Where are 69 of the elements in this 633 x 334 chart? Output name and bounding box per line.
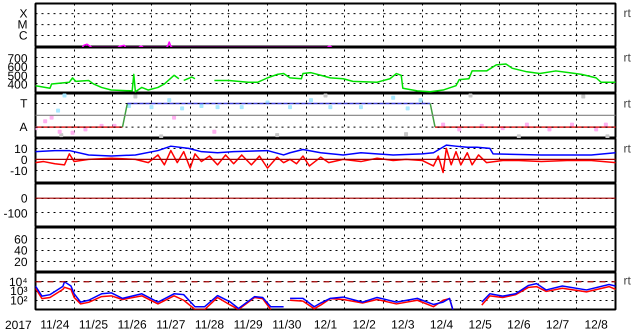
point [328, 105, 332, 110]
point [570, 122, 574, 127]
point [391, 96, 396, 100]
x-tick-label: 11/25 [78, 318, 108, 332]
point [70, 130, 75, 135]
point [324, 94, 328, 98]
text: rt [624, 274, 632, 288]
point [581, 94, 586, 99]
y-tick-label: 60 [14, 232, 28, 246]
x-tick-label: 12/8 [584, 318, 608, 332]
x-tick-label: 11/27 [156, 318, 186, 332]
point [404, 132, 408, 136]
point [43, 119, 48, 124]
y-tick-label: 40 [14, 244, 28, 258]
point [309, 98, 313, 102]
point [212, 130, 216, 134]
point [133, 94, 138, 99]
point [406, 106, 410, 110]
ref-line-label: A [19, 120, 28, 134]
point [58, 130, 62, 134]
x-tick-label: 11/30 [272, 318, 302, 332]
point [524, 122, 529, 127]
point [516, 134, 521, 138]
point [83, 127, 88, 132]
x-tick-label: 11/24 [40, 318, 70, 332]
x-tick-label: 11/26 [118, 318, 148, 332]
point [547, 127, 552, 132]
x-tick-label: 12/6 [507, 318, 531, 332]
text: rt [624, 6, 632, 20]
text: rt [624, 50, 632, 65]
x-tick-label: 12/4 [430, 318, 454, 332]
point [199, 104, 204, 108]
point [468, 94, 472, 98]
ref-line-label: T [20, 96, 28, 110]
point [605, 134, 610, 138]
x-tick-label: 12/7 [546, 318, 570, 332]
text: 2017 [5, 317, 32, 334]
text: rt [624, 141, 632, 156]
point [604, 122, 608, 127]
x-tick-label: 12/5 [468, 318, 492, 332]
point [150, 105, 154, 110]
y-tick-label: -100 [3, 206, 28, 220]
point [159, 134, 164, 138]
point [50, 116, 54, 120]
point [441, 122, 446, 127]
point [172, 116, 176, 120]
text: rt [624, 96, 632, 110]
point [59, 133, 64, 138]
y-tick-label: 20 [14, 254, 28, 269]
point [358, 105, 363, 110]
point [418, 98, 423, 102]
line-series [36, 144, 616, 157]
point [62, 94, 66, 98]
y-tick-label: 0 [20, 192, 28, 206]
point [56, 108, 60, 113]
point [167, 98, 172, 102]
x-tick-label: 11/28 [194, 318, 224, 332]
point [457, 127, 462, 132]
point [240, 105, 244, 110]
point [594, 127, 598, 132]
point [288, 105, 292, 110]
line-series [36, 148, 616, 174]
x-tick-label: 12/2 [352, 318, 376, 332]
x-tick-label: 12/3 [391, 318, 415, 332]
x-tick-label: 12/1 [314, 318, 338, 332]
point [180, 106, 184, 110]
point [275, 133, 280, 138]
x-tick-label: 11/29 [234, 318, 264, 332]
point [216, 105, 220, 110]
